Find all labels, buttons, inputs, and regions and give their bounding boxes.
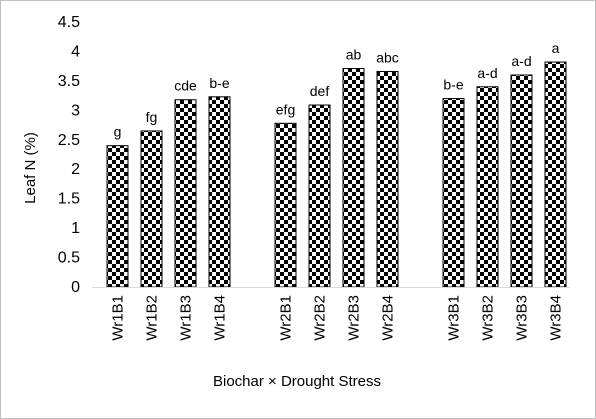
data-label: b-e: [209, 75, 229, 91]
data-label: abc: [376, 49, 399, 65]
y-axis-ticks: 0 0.5 1 1.5 2 2.5 3 3.5 4 4.5: [58, 14, 80, 296]
bar: [342, 68, 365, 288]
data-label: efg: [276, 101, 295, 117]
bar: [376, 70, 399, 288]
bar: [140, 130, 163, 288]
bar: [442, 98, 465, 288]
category-label: Wr2B4: [380, 295, 397, 341]
x-axis-title: Biochar × Drought Stress: [213, 373, 381, 390]
bar: [174, 99, 197, 288]
data-label: cde: [174, 78, 197, 94]
y-tick-label: 3.5: [58, 73, 80, 90]
category-label: Wr2B2: [312, 295, 329, 341]
y-tick-label: 0.5: [58, 250, 80, 267]
bar: [308, 104, 331, 288]
data-label: b-e: [443, 77, 463, 93]
bars: [106, 61, 567, 288]
category-label: Wr3B1: [446, 295, 463, 341]
category-label: Wr2B3: [346, 295, 363, 341]
bar: [476, 86, 499, 288]
bar: [544, 61, 567, 288]
data-label: ab: [346, 47, 362, 63]
category-label: Wr3B2: [480, 295, 497, 341]
y-tick-label: 4.5: [58, 14, 80, 31]
bar: [274, 122, 297, 288]
category-label: Wr3B3: [514, 295, 531, 341]
category-label: Wr1B4: [212, 295, 229, 341]
y-tick-label: 3: [71, 102, 80, 119]
data-label: def: [310, 83, 330, 99]
data-label: a-d: [477, 65, 497, 81]
category-label: Wr1B3: [178, 295, 195, 341]
category-label: Wr1B2: [144, 295, 161, 341]
category-label: Wr3B4: [548, 295, 565, 341]
bar: [106, 145, 129, 288]
bar: [510, 74, 533, 288]
category-labels: Wr1B1 Wr1B2 Wr1B3 Wr1B4 Wr2B1 Wr2B2 Wr2B3 Wr2B4…: [110, 295, 565, 341]
y-tick-label: 4: [71, 43, 80, 60]
bar: [208, 96, 231, 288]
y-tick-label: 2.5: [58, 132, 80, 149]
category-label: Wr2B1: [278, 295, 295, 341]
y-tick-label: 0: [71, 279, 80, 296]
y-tick-label: 1.5: [58, 191, 80, 208]
y-tick-label: 1: [71, 220, 80, 237]
y-axis-title: Leaf N (%): [22, 132, 39, 204]
data-label: a-d: [511, 53, 531, 69]
data-label: a: [552, 40, 560, 56]
data-label: g: [114, 124, 122, 140]
y-tick-label: 2: [71, 161, 80, 178]
data-label: fg: [146, 109, 158, 125]
category-label: Wr1B1: [110, 295, 127, 341]
